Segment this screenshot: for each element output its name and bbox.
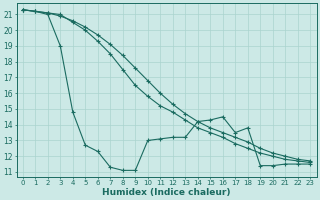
- X-axis label: Humidex (Indice chaleur): Humidex (Indice chaleur): [102, 188, 231, 197]
